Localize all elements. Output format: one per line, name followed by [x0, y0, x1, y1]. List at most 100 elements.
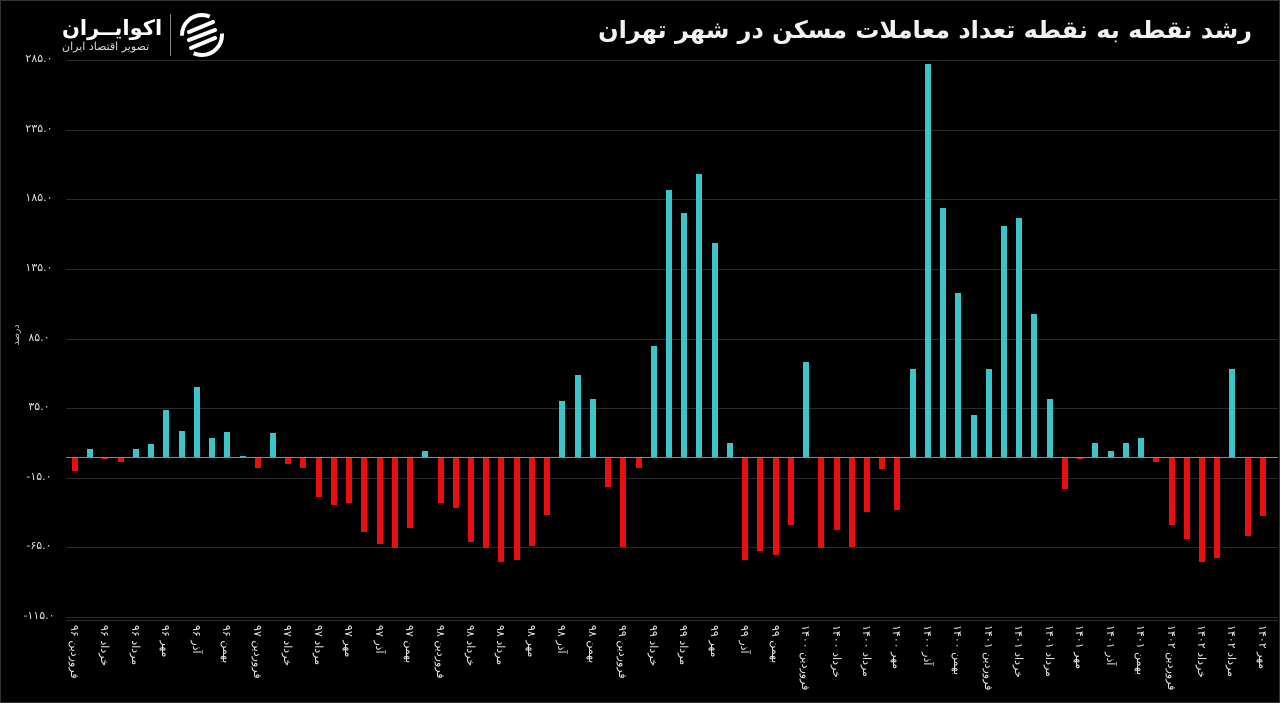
- bar[interactable]: [483, 458, 489, 549]
- bar[interactable]: [240, 456, 246, 457]
- bar[interactable]: [727, 443, 733, 457]
- bar[interactable]: [133, 448, 139, 457]
- bar[interactable]: [1184, 458, 1190, 539]
- bar[interactable]: [681, 213, 687, 457]
- bar[interactable]: [879, 458, 885, 470]
- bar[interactable]: [940, 207, 946, 457]
- bar[interactable]: [392, 458, 398, 549]
- bar[interactable]: [118, 458, 124, 463]
- bar[interactable]: [529, 458, 535, 546]
- bar[interactable]: [818, 458, 824, 549]
- logo-divider: [170, 14, 172, 56]
- bar[interactable]: [1214, 458, 1220, 559]
- bar[interactable]: [407, 458, 413, 528]
- bar[interactable]: [1077, 458, 1083, 460]
- bar[interactable]: [498, 458, 504, 563]
- x-tick-label: آذر ۱۴۰۰: [921, 625, 934, 666]
- bar[interactable]: [620, 458, 626, 548]
- bar[interactable]: [666, 189, 672, 457]
- bar[interactable]: [453, 458, 459, 509]
- bar[interactable]: [1031, 313, 1037, 457]
- x-tick-label: مرداد ۹۹: [677, 625, 690, 666]
- x-tick-label: مهر ۹۷: [342, 625, 355, 658]
- bar[interactable]: [102, 458, 108, 460]
- bar[interactable]: [72, 458, 78, 471]
- x-tick-label: بهمن ۱۴۰۱: [1134, 625, 1147, 676]
- gridline: [66, 408, 1278, 409]
- bar[interactable]: [803, 362, 809, 457]
- x-tick-label: بهمن ۹۶: [220, 625, 233, 664]
- bar[interactable]: [1047, 398, 1053, 457]
- bar[interactable]: [1260, 458, 1266, 517]
- gridline: [66, 339, 1278, 340]
- bar[interactable]: [1016, 217, 1022, 457]
- bar[interactable]: [194, 387, 200, 457]
- bar[interactable]: [1001, 225, 1007, 457]
- bar[interactable]: [742, 458, 748, 560]
- bar[interactable]: [575, 374, 581, 457]
- bar[interactable]: [834, 458, 840, 531]
- bar[interactable]: [955, 292, 961, 457]
- bar[interactable]: [468, 458, 474, 542]
- x-axis-line: [66, 620, 1278, 621]
- bar[interactable]: [209, 437, 215, 457]
- bar[interactable]: [590, 398, 596, 457]
- bar[interactable]: [1138, 437, 1144, 457]
- x-tick-label: بهمن ۹۷: [403, 625, 416, 664]
- bar[interactable]: [1245, 458, 1251, 536]
- logo-subtitle: تصویر اقتصاد ایران: [62, 40, 150, 53]
- bar[interactable]: [971, 415, 977, 457]
- bar[interactable]: [696, 174, 702, 457]
- bar[interactable]: [179, 430, 185, 457]
- bar[interactable]: [361, 458, 367, 532]
- bar[interactable]: [438, 458, 444, 503]
- x-tick-label: مهر ۹۶: [159, 625, 172, 658]
- bar[interactable]: [514, 458, 520, 560]
- bar[interactable]: [910, 369, 916, 457]
- bar[interactable]: [346, 458, 352, 503]
- bar[interactable]: [1229, 369, 1235, 457]
- ecoiran-swoosh-icon: [180, 13, 225, 57]
- bar[interactable]: [864, 458, 870, 513]
- bar[interactable]: [285, 458, 291, 464]
- bar[interactable]: [773, 458, 779, 556]
- bar[interactable]: [300, 458, 306, 468]
- bar[interactable]: [605, 458, 611, 488]
- bar[interactable]: [331, 458, 337, 506]
- bar[interactable]: [894, 458, 900, 510]
- bar[interactable]: [788, 458, 794, 525]
- gridline: [66, 130, 1278, 131]
- bar[interactable]: [1169, 458, 1175, 525]
- bar[interactable]: [559, 401, 565, 457]
- gridline: [66, 199, 1278, 200]
- bar[interactable]: [224, 431, 230, 457]
- bar[interactable]: [986, 369, 992, 457]
- bar[interactable]: [925, 64, 931, 457]
- bar[interactable]: [87, 448, 93, 457]
- bar[interactable]: [163, 409, 169, 457]
- bar[interactable]: [1062, 458, 1068, 489]
- x-tick-label: خرداد ۱۴۰۱: [1012, 625, 1025, 678]
- gridline: [66, 60, 1278, 61]
- bar[interactable]: [377, 458, 383, 545]
- bar[interactable]: [712, 242, 718, 457]
- bar[interactable]: [651, 345, 657, 457]
- x-tick-label: مرداد ۹۶: [129, 625, 142, 666]
- bar[interactable]: [316, 458, 322, 497]
- bar[interactable]: [636, 458, 642, 468]
- logo-name: اکوایــران: [62, 16, 163, 40]
- x-tick-label: بهمن ۹۹: [769, 625, 782, 664]
- bar[interactable]: [544, 458, 550, 516]
- x-tick-label: بهمن ۹۸: [586, 625, 599, 664]
- bar[interactable]: [1199, 458, 1205, 563]
- bar[interactable]: [1123, 443, 1129, 457]
- bar[interactable]: [255, 458, 261, 468]
- bar[interactable]: [1092, 443, 1098, 457]
- bar[interactable]: [757, 458, 763, 552]
- bar[interactable]: [148, 444, 154, 457]
- bar[interactable]: [422, 451, 428, 457]
- bar[interactable]: [849, 458, 855, 548]
- bar[interactable]: [1153, 458, 1159, 463]
- bar[interactable]: [1108, 451, 1114, 457]
- bar[interactable]: [270, 433, 276, 457]
